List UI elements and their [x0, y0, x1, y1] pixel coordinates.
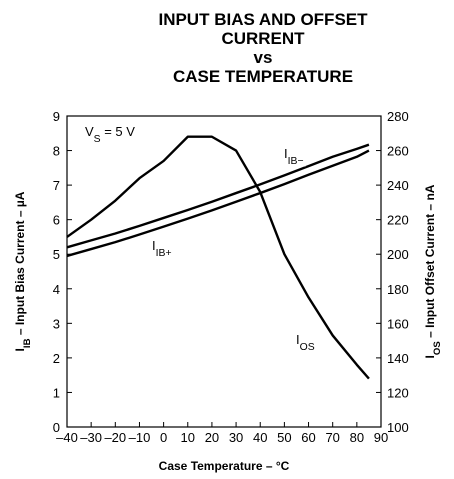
y2-axis-label-rest: – Input Offset Current – nA	[423, 184, 437, 341]
y-axis-label-rest: – Input Bias Current – µA	[13, 191, 27, 338]
y2-axis-label: IOS – Input Offset Current – nA	[423, 184, 443, 358]
annotation-sub: IB−	[288, 156, 304, 167]
plot-frame	[66, 115, 382, 428]
x-tick-label: 70	[325, 430, 339, 445]
annotation-bg	[150, 238, 174, 259]
y-tick-label: 0	[53, 420, 60, 435]
x-tick-label: –30	[80, 430, 102, 445]
chart-title: CASE TEMPERATURE	[173, 67, 353, 86]
y2-tick-label: 100	[387, 420, 409, 435]
chart-title: CURRENT	[221, 29, 305, 48]
y-tick-label: 2	[53, 351, 60, 366]
annotation: VS = 5 V	[85, 124, 135, 145]
chart-title: vs	[254, 48, 273, 67]
annotation: IIB−	[284, 146, 304, 167]
chart-title: INPUT BIAS AND OFFSET	[158, 10, 368, 29]
x-tick-label: 20	[205, 430, 219, 445]
y-axis-label-main: I	[13, 348, 27, 351]
annotation-sub: IB+	[156, 248, 172, 259]
series-line	[66, 149, 370, 258]
annotation-sub: S	[94, 134, 101, 145]
x-tick-label: 80	[350, 430, 364, 445]
y-tick-label: 7	[53, 178, 60, 193]
y-tick-label: 1	[53, 385, 60, 400]
y2-tick-label: 160	[387, 316, 409, 331]
annotation-main: I	[284, 146, 288, 161]
y2-axis-label-sub: OS	[432, 341, 443, 355]
annotation-main: I	[296, 332, 300, 347]
y2-tick-label: 280	[387, 109, 409, 124]
annotation-sub: OS	[300, 342, 315, 353]
y-axis-label: IIB – Input Bias Current – µA	[13, 191, 33, 351]
y2-tick-label: 180	[387, 282, 409, 297]
x-tick-label: 0	[160, 430, 167, 445]
x-tick-label: 50	[277, 430, 291, 445]
y-tick-label: 5	[53, 247, 60, 262]
series-line	[66, 143, 370, 249]
y2-axis-label-main: I	[423, 355, 437, 358]
y-tick-label: 4	[53, 282, 60, 297]
annotation-bg	[282, 146, 306, 167]
y2-tick-label: 260	[387, 144, 409, 159]
x-tick-label: 90	[374, 430, 388, 445]
x-tick-label: –40	[56, 430, 78, 445]
series-line	[66, 135, 370, 380]
y2-tick-label: 220	[387, 213, 409, 228]
y2-tick-label: 240	[387, 178, 409, 193]
y2-tick-label: 140	[387, 351, 409, 366]
y-tick-label: 9	[53, 109, 60, 124]
annotation-main: I	[152, 238, 156, 253]
annotation-main: V	[85, 124, 94, 139]
annotation-rest: = 5 V	[101, 124, 136, 139]
y-axis-label-sub: IB	[22, 338, 33, 348]
y-tick-label: 6	[53, 213, 60, 228]
x-tick-label: –20	[104, 430, 126, 445]
y2-tick-label: 200	[387, 247, 409, 262]
y-tick-label: 8	[53, 144, 60, 159]
y2-tick-label: 120	[387, 385, 409, 400]
annotation: IIB+	[152, 238, 172, 259]
y-tick-label: 3	[53, 316, 60, 331]
x-tick-label: 60	[301, 430, 315, 445]
x-tick-label: –10	[129, 430, 151, 445]
x-axis-label: Case Temperature – °C	[159, 459, 290, 473]
x-tick-label: 10	[181, 430, 195, 445]
x-tick-label: 30	[229, 430, 243, 445]
annotation: IOS	[296, 332, 315, 353]
x-tick-label: 40	[253, 430, 267, 445]
